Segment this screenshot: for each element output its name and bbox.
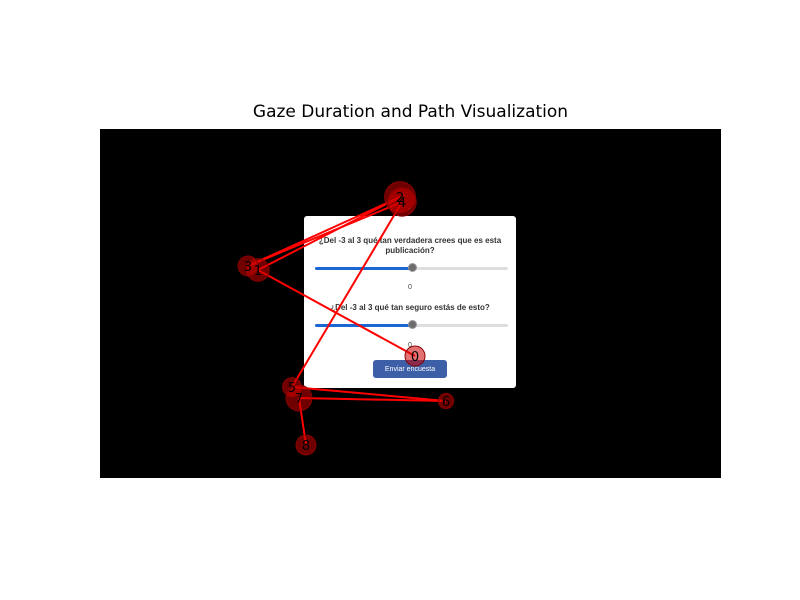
fixation-label-6: 6	[442, 395, 450, 410]
fixation-label-1: 1	[254, 264, 262, 279]
question-1-label: ¿Del -3 al 3 qué tan verdadera crees que…	[318, 236, 502, 255]
fixation-label-2: 2	[396, 191, 404, 206]
saccade-1-2	[257, 196, 401, 271]
fixation-6	[437, 392, 455, 410]
saccade-4-5	[291, 201, 403, 388]
fixation-label-3: 3	[244, 260, 252, 275]
chart-title: Gaze Duration and Path Visualization	[252, 102, 569, 122]
fixation-4	[387, 187, 417, 217]
fixation-label-5: 5	[288, 381, 296, 396]
slider-2-value: 0	[408, 342, 412, 349]
fixation-label-8: 8	[302, 439, 310, 454]
slider-2[interactable]	[315, 320, 508, 329]
submit-survey-button[interactable]: Enviar encuesta	[373, 360, 447, 378]
slider-1-value: 0	[408, 284, 412, 291]
fixation-8	[295, 434, 317, 456]
fixation-0	[404, 345, 426, 367]
question-2-label: ¿Del -3 al 3 qué tan seguro estás de est…	[330, 303, 490, 312]
saccade-6-7	[298, 397, 447, 402]
fixation-label-4: 4	[398, 196, 406, 211]
saccade-5-6	[291, 386, 447, 402]
slider-1-thumb[interactable]	[407, 263, 417, 272]
saccade-3-4	[247, 201, 403, 267]
fixation-label-7: 7	[295, 392, 303, 407]
fixation-label-0: 0	[411, 350, 419, 365]
fixation-3	[237, 255, 259, 277]
fixation-7	[285, 384, 313, 412]
slider-2-fill	[315, 324, 412, 327]
slider-2-thumb[interactable]	[407, 320, 417, 329]
stimulus-area: ¿Del -3 al 3 qué tan verdadera crees que…	[100, 129, 721, 478]
